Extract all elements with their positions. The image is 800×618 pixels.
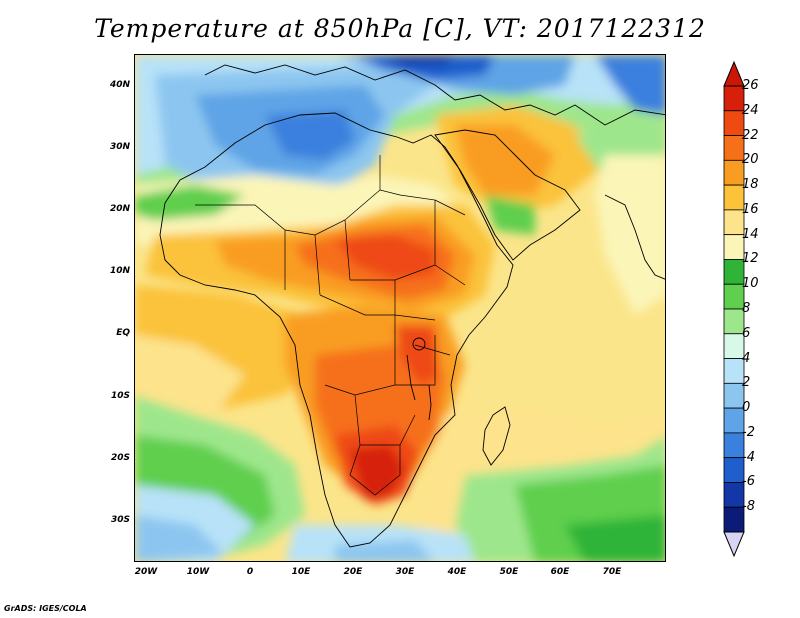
colorbar-box (723, 159, 745, 186)
lat-label-10n: 10N (109, 266, 130, 276)
temperature-map (134, 54, 666, 562)
colorbar-box (723, 482, 745, 508)
colorbar-label: 20 (742, 152, 759, 168)
colorbar-box (723, 209, 745, 236)
colorbar-label: 0 (742, 400, 751, 416)
lon-label-70e: 70E (602, 567, 622, 577)
colorbar-label: 22 (742, 127, 759, 143)
colorbar-box (723, 506, 745, 533)
lon-label-20w: 20W (134, 567, 158, 577)
africa-coastline (159, 112, 514, 548)
lat-label-30s: 30S (110, 515, 130, 525)
colorbar-bottom-arrow (723, 531, 745, 558)
colorbar-label: 16 (742, 201, 759, 217)
colorbar-box (723, 85, 745, 112)
coastlines (159, 64, 665, 548)
colorbar-label: 24 (742, 102, 759, 118)
colorbar-box (723, 432, 745, 459)
lon-label-30e: 30E (395, 567, 415, 577)
colorbar-label: 14 (742, 226, 759, 242)
lat-label-30n: 30N (109, 142, 130, 152)
colorbar-box (723, 184, 745, 211)
country-borders (195, 155, 466, 496)
lat-label-40n: 40N (109, 80, 130, 90)
colorbar-label: -8 (742, 499, 755, 515)
map-title: Temperature at 850hPa [C], VT: 201712231… (94, 14, 706, 43)
lon-label-20e: 20E (343, 567, 363, 577)
colorbar-label: 26 (742, 78, 759, 93)
colorbar-label: 12 (742, 251, 759, 267)
colorbar-box (723, 407, 745, 434)
colorbar-label: 10 (742, 276, 759, 292)
colorbar-label: 18 (742, 177, 759, 193)
india-coastline (604, 194, 665, 280)
colorbar-box (723, 283, 745, 310)
lake-victoria (412, 337, 426, 351)
colorbar-box (723, 110, 745, 136)
lake-malawi (428, 384, 432, 421)
colorbar-box (723, 308, 745, 335)
europe-coastline (204, 64, 665, 126)
colorbar-box (723, 135, 745, 161)
arabia-coastline (434, 129, 581, 261)
madagascar-coastline (482, 406, 511, 466)
colorbar-label: -4 (742, 449, 755, 465)
colorbar-box (723, 382, 745, 409)
temperature-field (135, 55, 665, 561)
lon-label-0: 0 (246, 567, 254, 577)
map-canvas (135, 55, 665, 561)
colorbar (723, 60, 745, 558)
colorbar-box (723, 457, 745, 483)
colorbar-box (723, 234, 745, 260)
colorbar-box (723, 259, 745, 285)
colorbar-label: -2 (742, 424, 755, 440)
lat-label-20s: 20S (110, 453, 130, 463)
colorbar-top-arrow (723, 60, 745, 87)
colorbar-box (723, 358, 745, 384)
lat-label-10s: 10S (110, 391, 130, 401)
credit-text: GrADS: IGES/COLA (4, 604, 87, 613)
colorbar-label: -6 (742, 474, 755, 490)
colorbar-box (723, 333, 745, 359)
lat-label-20n: 20N (109, 204, 130, 214)
lat-label-eq: EQ (116, 328, 130, 338)
colorbar-boxes (723, 85, 745, 533)
lake-tanganyika (406, 354, 416, 401)
colorbar-label: 2 (742, 375, 751, 391)
lon-label-50e: 50E (499, 567, 519, 577)
lon-label-40e: 40E (447, 567, 467, 577)
lon-label-10e: 10E (291, 567, 311, 577)
colorbar-label: 8 (742, 301, 751, 316)
lon-label-10w: 10W (186, 567, 210, 577)
lon-label-60e: 60E (550, 567, 570, 577)
colorbar-label: 4 (742, 350, 751, 366)
colorbar-label: 6 (742, 325, 751, 341)
